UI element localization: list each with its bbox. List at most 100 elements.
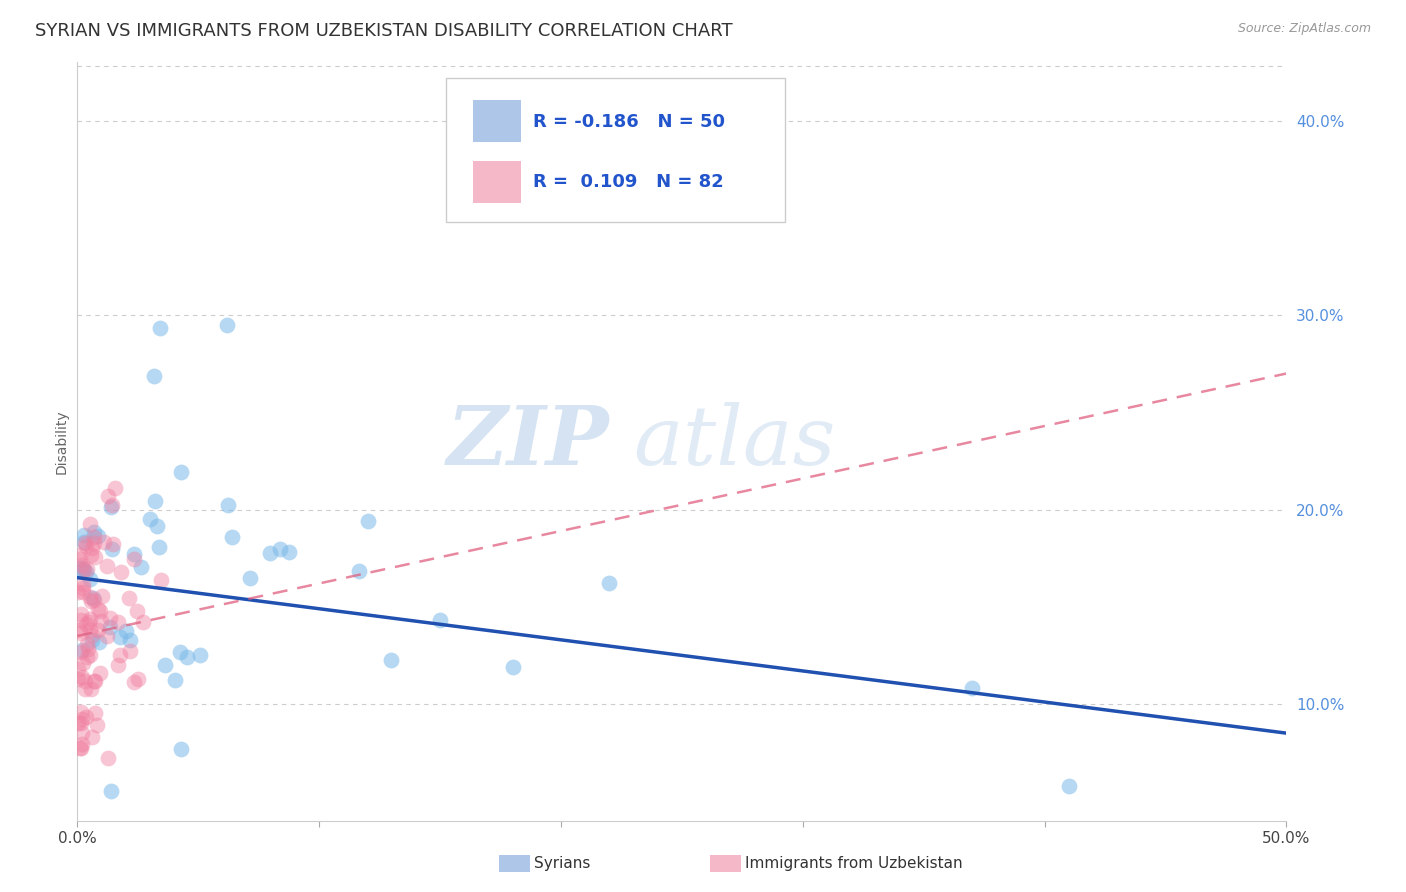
Point bbox=[82, 730, 104, 744]
Point bbox=[238, 571, 260, 585]
Point bbox=[103, 536, 125, 550]
Point bbox=[67, 672, 90, 686]
Point bbox=[117, 591, 139, 606]
Point bbox=[96, 559, 118, 574]
Text: Syrians: Syrians bbox=[534, 856, 591, 871]
Point bbox=[259, 546, 281, 560]
Point bbox=[66, 584, 89, 599]
Point bbox=[122, 675, 145, 690]
Point bbox=[69, 613, 91, 627]
Point bbox=[149, 321, 172, 335]
Point bbox=[72, 585, 94, 599]
Point bbox=[70, 726, 93, 740]
Point bbox=[76, 649, 98, 664]
Point bbox=[100, 498, 122, 512]
Point bbox=[97, 489, 120, 503]
Point bbox=[75, 565, 97, 579]
Point bbox=[120, 644, 142, 658]
Point bbox=[150, 573, 173, 587]
Point bbox=[139, 512, 162, 526]
Point bbox=[69, 645, 91, 659]
Point bbox=[83, 530, 105, 544]
Point bbox=[89, 665, 111, 680]
Point bbox=[87, 635, 110, 649]
Point bbox=[70, 716, 93, 731]
Point bbox=[73, 562, 96, 576]
Point bbox=[84, 706, 107, 721]
Point bbox=[127, 672, 149, 686]
Point bbox=[96, 629, 118, 643]
Point bbox=[107, 657, 129, 672]
Point bbox=[80, 548, 103, 562]
Point bbox=[146, 518, 169, 533]
Point bbox=[83, 593, 105, 607]
Point bbox=[169, 645, 191, 659]
Point bbox=[429, 613, 451, 627]
Point bbox=[1057, 779, 1080, 793]
Point bbox=[176, 649, 198, 664]
Point bbox=[70, 561, 93, 575]
Point bbox=[98, 611, 121, 625]
Point bbox=[82, 591, 104, 605]
Point bbox=[142, 368, 165, 383]
Point bbox=[89, 604, 111, 618]
Point bbox=[69, 548, 91, 562]
Point bbox=[82, 633, 104, 648]
Text: atlas: atlas bbox=[634, 401, 837, 482]
Point bbox=[356, 514, 378, 528]
Point bbox=[73, 535, 96, 549]
Text: SYRIAN VS IMMIGRANTS FROM UZBEKISTAN DISABILITY CORRELATION CHART: SYRIAN VS IMMIGRANTS FROM UZBEKISTAN DIS… bbox=[35, 22, 733, 40]
FancyBboxPatch shape bbox=[472, 100, 522, 142]
Point bbox=[221, 530, 243, 544]
Point bbox=[215, 318, 238, 332]
Point bbox=[70, 737, 93, 751]
Point bbox=[93, 535, 115, 549]
Point bbox=[100, 784, 122, 798]
Point bbox=[69, 740, 91, 755]
Point bbox=[73, 536, 96, 550]
Point bbox=[86, 718, 108, 732]
Point bbox=[269, 542, 291, 557]
Point bbox=[80, 627, 103, 641]
Point bbox=[118, 632, 141, 647]
Point bbox=[87, 623, 110, 637]
Point bbox=[278, 544, 301, 558]
Text: R =  0.109   N = 82: R = 0.109 N = 82 bbox=[533, 173, 724, 191]
Point bbox=[598, 576, 620, 591]
Point bbox=[143, 493, 166, 508]
Point bbox=[107, 615, 129, 629]
Point bbox=[72, 562, 94, 576]
Point bbox=[124, 548, 146, 562]
Point bbox=[125, 604, 148, 618]
Point bbox=[82, 541, 104, 556]
Point bbox=[79, 573, 101, 587]
Point bbox=[124, 552, 146, 566]
Point bbox=[87, 529, 110, 543]
Point bbox=[79, 648, 101, 663]
Point bbox=[70, 741, 93, 756]
Point bbox=[115, 624, 138, 639]
Point bbox=[75, 709, 97, 723]
Point bbox=[83, 673, 105, 688]
FancyBboxPatch shape bbox=[446, 78, 785, 222]
Text: ZIP: ZIP bbox=[447, 401, 609, 482]
Point bbox=[83, 536, 105, 550]
Text: Immigrants from Uzbekistan: Immigrants from Uzbekistan bbox=[745, 856, 963, 871]
Point bbox=[170, 466, 193, 480]
Point bbox=[67, 623, 90, 637]
Point bbox=[347, 564, 370, 578]
Point bbox=[104, 481, 127, 495]
Point bbox=[108, 648, 131, 662]
Point bbox=[165, 673, 187, 687]
Text: R = -0.186   N = 50: R = -0.186 N = 50 bbox=[533, 112, 725, 130]
Point bbox=[72, 581, 94, 595]
Point bbox=[217, 498, 239, 512]
FancyBboxPatch shape bbox=[472, 161, 522, 202]
Point bbox=[69, 607, 91, 622]
Point bbox=[76, 562, 98, 576]
Point bbox=[83, 525, 105, 540]
Point bbox=[100, 541, 122, 556]
Point bbox=[380, 653, 402, 667]
Point bbox=[129, 559, 152, 574]
Point bbox=[90, 589, 112, 603]
